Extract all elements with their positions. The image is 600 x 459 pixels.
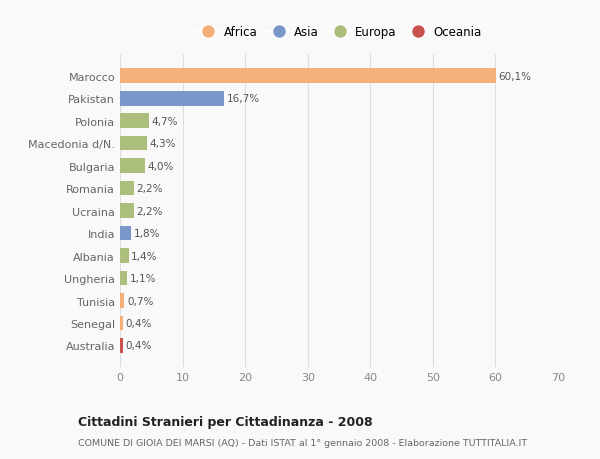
Bar [120,204,134,218]
Text: 4,0%: 4,0% [148,161,174,171]
Bar [120,316,122,330]
Bar [120,271,127,285]
Text: 4,7%: 4,7% [152,117,178,126]
Text: 1,1%: 1,1% [130,274,156,283]
Legend: Africa, Asia, Europa, Oceania: Africa, Asia, Europa, Oceania [194,23,484,41]
Text: 0,4%: 0,4% [125,318,151,328]
Text: 60,1%: 60,1% [499,72,532,82]
Bar [120,338,122,353]
Text: 0,7%: 0,7% [127,296,153,306]
Bar [120,114,149,129]
Text: Cittadini Stranieri per Cittadinanza - 2008: Cittadini Stranieri per Cittadinanza - 2… [78,415,373,428]
Text: 4,3%: 4,3% [149,139,176,149]
Text: COMUNE DI GIOIA DEI MARSI (AQ) - Dati ISTAT al 1° gennaio 2008 - Elaborazione TU: COMUNE DI GIOIA DEI MARSI (AQ) - Dati IS… [78,438,527,448]
Bar [120,92,224,106]
Text: 1,4%: 1,4% [131,251,158,261]
Text: 1,8%: 1,8% [134,229,160,239]
Bar [120,226,131,241]
Text: 16,7%: 16,7% [227,94,260,104]
Bar [120,249,129,263]
Text: 0,4%: 0,4% [125,341,151,351]
Bar [120,181,134,196]
Bar [120,69,496,84]
Bar [120,294,124,308]
Bar [120,159,145,174]
Text: 2,2%: 2,2% [136,184,163,194]
Text: 2,2%: 2,2% [136,206,163,216]
Bar [120,137,147,151]
